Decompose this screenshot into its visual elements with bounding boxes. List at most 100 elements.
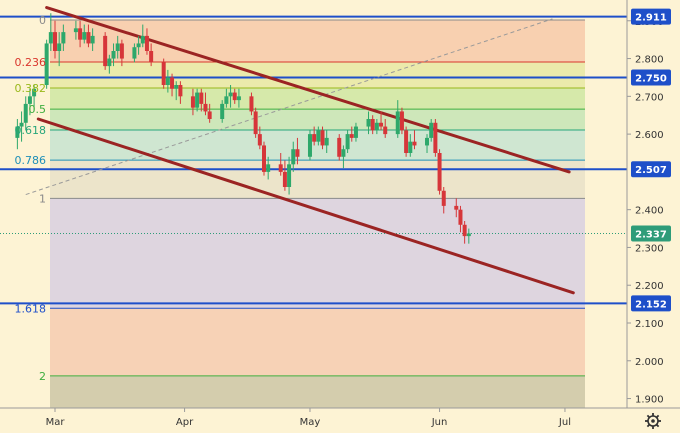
- candle-body: [86, 32, 91, 44]
- candle-body: [27, 96, 32, 104]
- candle-body: [203, 103, 208, 112]
- price-tick-label: 2.000: [635, 357, 664, 368]
- trend-line[interactable]: [45, 6, 571, 174]
- candle-body: [320, 130, 325, 146]
- time-axis-ticks: Mar Apr May Jun Jul: [46, 408, 571, 428]
- dashed-diagonal-line[interactable]: [25, 18, 553, 196]
- price-badge-label: 2.507: [635, 165, 667, 176]
- candle-body: [337, 137, 342, 157]
- candle-body: [136, 43, 141, 48]
- candle-body: [370, 119, 375, 131]
- candle-body: [32, 88, 37, 97]
- candle-body: [220, 103, 225, 119]
- candle-body: [165, 77, 170, 85]
- candle-body: [61, 32, 66, 44]
- fib-zone: [50, 160, 585, 199]
- candle-body: [312, 134, 317, 142]
- fib-level-label: 0.618: [15, 124, 47, 137]
- candle-body: [404, 130, 409, 153]
- candle-body: [341, 149, 346, 157]
- price-tick-label: 2.800: [635, 55, 664, 66]
- candle-body: [437, 153, 442, 191]
- fib-zone: [50, 198, 585, 309]
- fib-level-label: 1: [39, 192, 46, 205]
- candle-body: [228, 92, 233, 97]
- candle-body: [433, 122, 438, 153]
- time-tick-label: Mar: [46, 417, 66, 428]
- fib-level-label: 0: [39, 14, 46, 27]
- fib-level-label: 0.382: [15, 82, 47, 95]
- trend-channel[interactable]: [36, 6, 575, 295]
- candle-body: [15, 126, 20, 138]
- fib-zone: [50, 20, 585, 62]
- price-axis-panel[interactable]: [627, 0, 680, 408]
- gear-icon[interactable]: [645, 413, 661, 429]
- candle-body: [316, 130, 321, 142]
- candle-body: [458, 209, 463, 225]
- candle-body: [412, 141, 417, 146]
- price-tick-label: 2.300: [635, 243, 664, 254]
- price-tick-label: 2.100: [635, 319, 664, 330]
- price-badges: 2.911 2.750 2.507 2.337 2.152: [631, 8, 671, 312]
- candle-body: [73, 28, 78, 33]
- price-badge: [631, 295, 671, 312]
- candle-body: [408, 141, 413, 153]
- fib-level-label: 1.618: [15, 302, 47, 315]
- candle-body: [383, 126, 388, 135]
- candle-body: [149, 51, 154, 63]
- candle-body: [224, 96, 229, 104]
- fib-zone: [50, 88, 585, 110]
- price-tick-label: 2.400: [635, 206, 664, 217]
- candle-body: [107, 58, 112, 67]
- fib-level-label: 0.786: [15, 154, 47, 167]
- candle-body: [353, 126, 358, 138]
- price-badge-label: 2.337: [635, 229, 667, 240]
- candle-body: [19, 122, 24, 127]
- candle-body: [307, 134, 312, 157]
- fibonacci-levels: [50, 19, 585, 377]
- price-badge: [631, 69, 671, 86]
- candle-body: [23, 103, 28, 123]
- price-tick-label: 2.700: [635, 92, 664, 103]
- candle-body: [466, 233, 471, 237]
- candle-body: [366, 119, 371, 127]
- fib-zone: [50, 375, 585, 408]
- candle-body: [262, 145, 266, 172]
- candle-body: [232, 92, 237, 101]
- candle-body: [282, 171, 287, 187]
- time-tick-label: Jun: [431, 417, 448, 428]
- candle-body: [115, 43, 120, 51]
- time-tick-label: Jul: [558, 417, 571, 428]
- fibonacci-labels: 0 0.236 0.382 0.5 0.618 0.786 1 1.618 2: [15, 14, 47, 383]
- candle-body: [144, 35, 149, 51]
- candle-body: [236, 96, 241, 101]
- candle-body: [44, 43, 49, 85]
- price-tick-label: 2.600: [635, 130, 664, 141]
- candle-body: [103, 35, 108, 67]
- dashed-trend-line[interactable]: [25, 18, 553, 196]
- candle-body: [345, 134, 350, 150]
- trend-line[interactable]: [36, 117, 575, 295]
- candle-body: [278, 164, 283, 172]
- candle-body: [78, 28, 83, 40]
- horizontal-lines[interactable]: [0, 15, 627, 305]
- candle-body: [395, 111, 400, 135]
- candle-body: [207, 111, 212, 119]
- price-badge-label: 2.911: [635, 13, 667, 24]
- price-badge: [631, 8, 671, 25]
- price-tick-label: 2.200: [635, 281, 664, 292]
- candle-body: [441, 190, 446, 206]
- price-badge: [631, 161, 671, 178]
- candle-body: [454, 205, 459, 210]
- candle-body: [253, 111, 258, 135]
- candles: [15, 13, 471, 244]
- candle-body: [257, 134, 262, 146]
- candle-body: [462, 224, 467, 237]
- candle-body: [119, 43, 124, 59]
- candle-body: [82, 32, 87, 40]
- candle-body: [190, 96, 195, 108]
- time-tick-label: May: [300, 417, 321, 428]
- candle-body: [295, 149, 300, 157]
- candle-body: [249, 96, 254, 112]
